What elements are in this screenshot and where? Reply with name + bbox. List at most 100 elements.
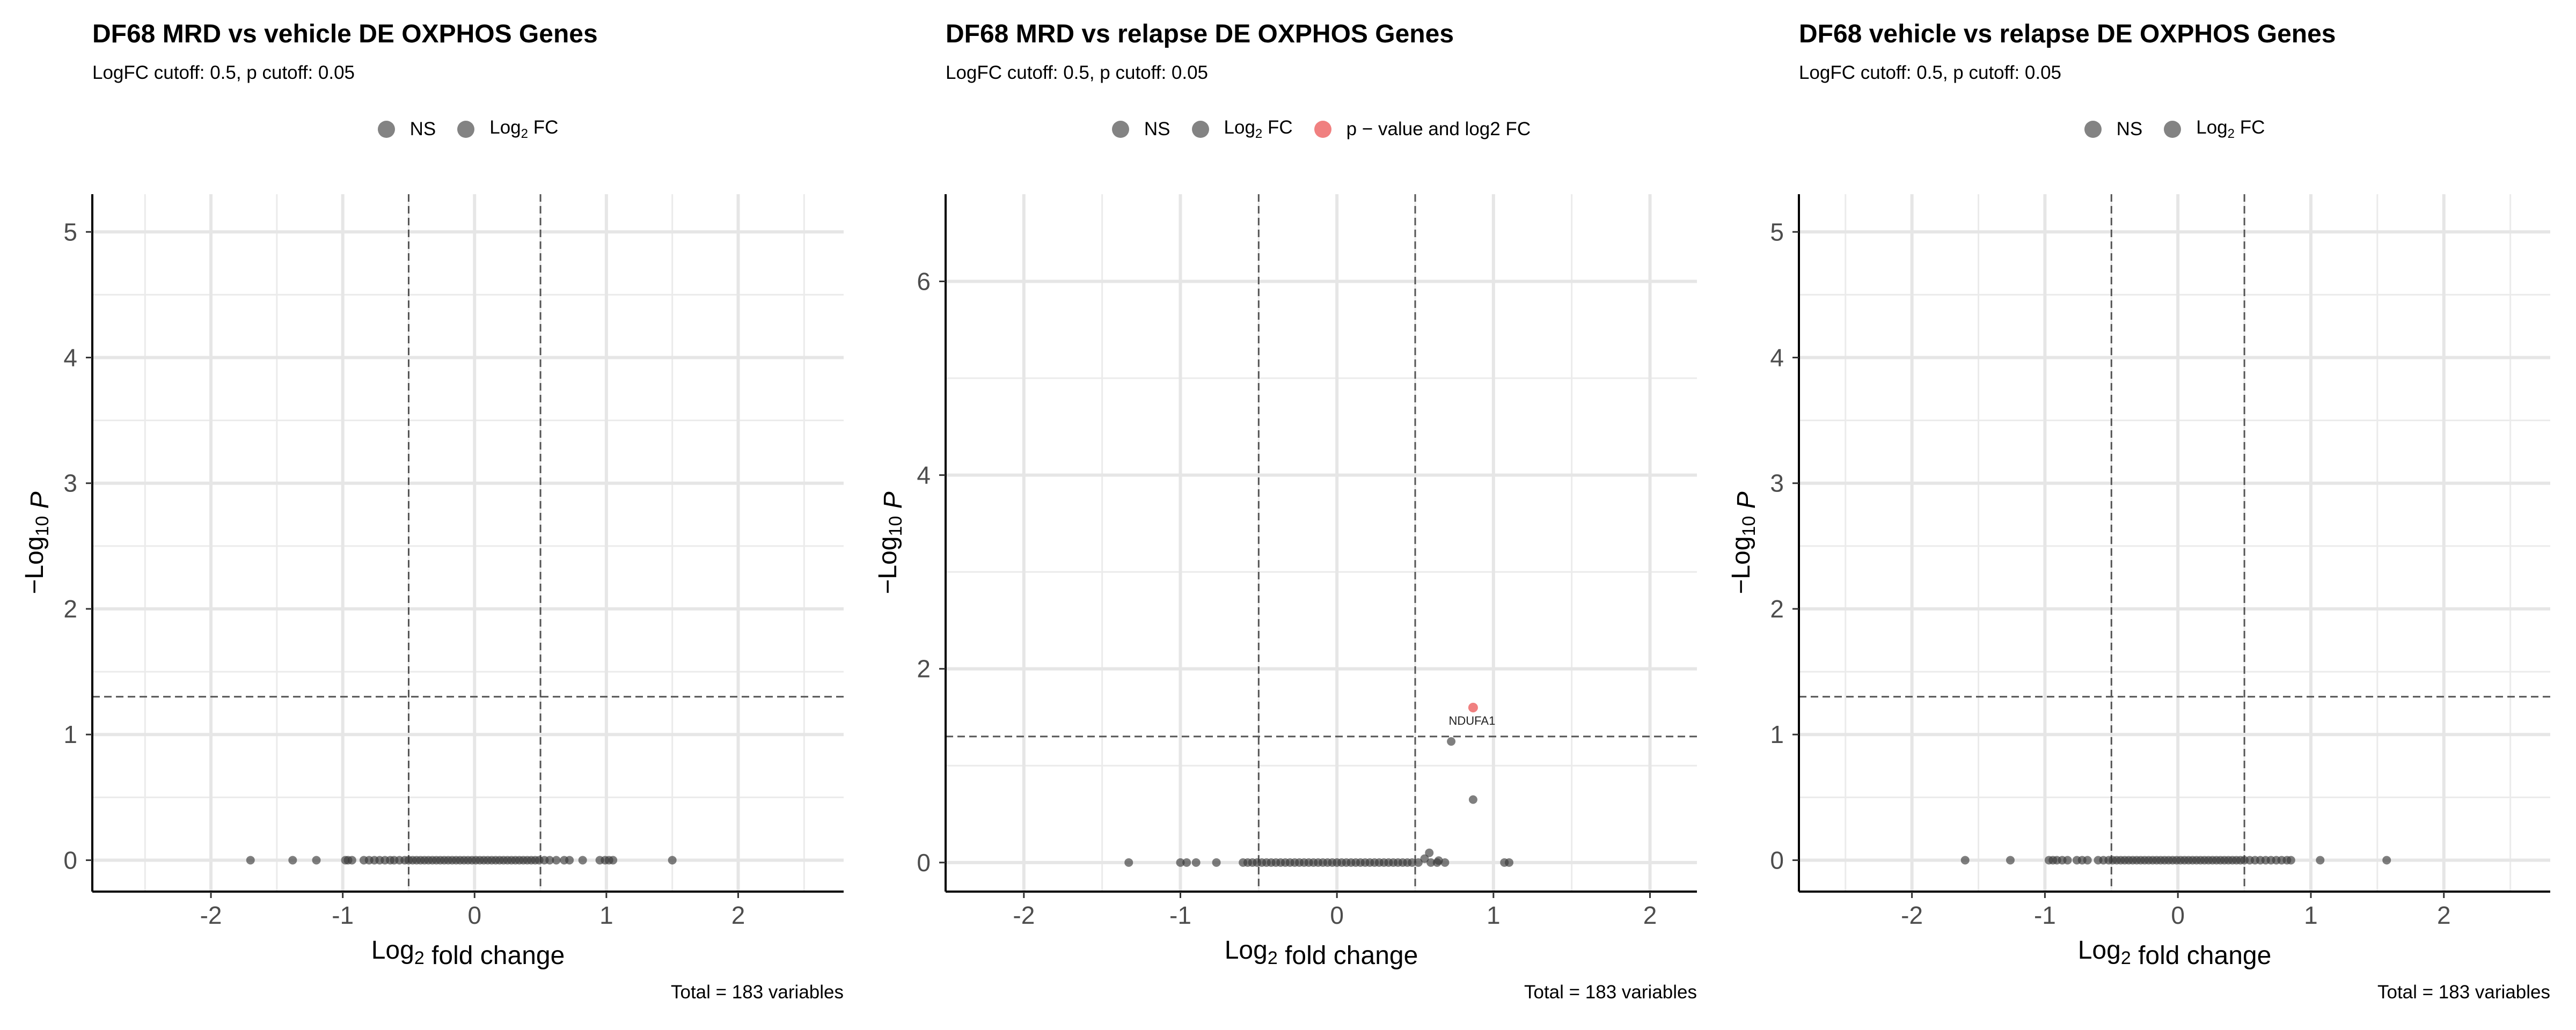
legend-marker-icon xyxy=(2164,121,2182,138)
legend-item: NS xyxy=(377,119,436,140)
data-point xyxy=(1182,858,1191,867)
y-axis-title: −Log10 P xyxy=(20,491,54,594)
y-tick-label: 2 xyxy=(917,655,931,683)
point-label: NDUFA1 xyxy=(1449,714,1496,727)
legend-marker-icon xyxy=(1314,121,1331,138)
y-tick-label: 6 xyxy=(917,268,931,296)
x-tick-label: -1 xyxy=(332,901,354,929)
data-point xyxy=(1408,858,1417,867)
data-point xyxy=(312,856,321,865)
y-tick-label: 0 xyxy=(917,849,931,877)
data-point xyxy=(2063,856,2072,865)
y-tick-label: 3 xyxy=(63,469,77,497)
x-tick-label: 2 xyxy=(2437,901,2451,929)
data-point-significant xyxy=(1468,702,1478,712)
legend-label: Log2 FC xyxy=(489,117,559,141)
data-point xyxy=(1176,858,1185,867)
chart-subtitle: LogFC cutoff: 0.5, p cutoff: 0.05 xyxy=(946,62,1209,83)
y-tick-label: 2 xyxy=(63,595,77,623)
plot-area: -2 -1 0 1 2 0 1 2 3 4 5 Log2 fold change −Log10 P xyxy=(1727,194,2550,970)
chart-title: DF68 vehicle vs relapse DE OXPHOS Genes xyxy=(1799,20,2336,48)
x-tick-label: 2 xyxy=(1643,901,1657,929)
x-tick-label: 1 xyxy=(2304,901,2318,929)
data-point xyxy=(565,856,574,865)
legend-marker-icon xyxy=(1111,121,1129,138)
y-axis-title: −Log10 P xyxy=(874,491,908,594)
y-tick-label: 1 xyxy=(63,720,77,748)
chart-panel-3: DF68 vehicle vs relapse DE OXPHOS Genes L… xyxy=(1707,0,2560,1030)
x-tick-label: -2 xyxy=(200,901,222,929)
data-point xyxy=(1191,858,1201,867)
data-point xyxy=(1212,858,1221,867)
legend-item: Log2 FC xyxy=(2164,117,2265,142)
y-tick-label: 3 xyxy=(1770,469,1784,497)
chart-legend: NS Log2 FC xyxy=(377,117,558,142)
x-tick-label: 0 xyxy=(2171,901,2185,929)
x-tick-label: -1 xyxy=(1169,901,1191,929)
x-tick-label: 1 xyxy=(599,901,613,929)
data-point xyxy=(1960,856,1970,865)
chart-caption: Total = 183 variables xyxy=(1524,982,1697,1003)
data-point xyxy=(545,856,554,865)
data-point xyxy=(578,856,587,865)
y-tick-label: 4 xyxy=(917,461,931,489)
x-tick-label: 0 xyxy=(467,901,481,929)
data-point xyxy=(552,856,561,865)
data-point xyxy=(347,856,356,865)
data-point xyxy=(1420,854,1429,863)
plot-area: NDUFA1 -2 -1 0 1 2 0 2 4 6 Log2 fold change −Log10 … xyxy=(874,194,1697,970)
x-axis-title: Log2 fold change xyxy=(371,936,565,970)
chart-subtitle: LogFC cutoff: 0.5, p cutoff: 0.05 xyxy=(1799,62,2062,83)
data-point xyxy=(1434,856,1443,865)
chart-legend: NS Log2 FC xyxy=(2084,117,2265,142)
data-point xyxy=(2286,856,2295,865)
data-point xyxy=(2083,856,2092,865)
y-tick-label: 4 xyxy=(1770,344,1784,372)
plot-area: -2 -1 0 1 2 0 1 2 3 4 5 Log2 fold change −Log10 P xyxy=(20,194,844,970)
data-point xyxy=(668,856,677,865)
y-tick-label: 4 xyxy=(63,344,77,372)
legend-item: Log2 FC xyxy=(1191,117,1293,142)
legend-label: NS xyxy=(2116,119,2143,139)
data-point xyxy=(246,856,255,865)
data-point xyxy=(1468,795,1477,804)
y-tick-label: 5 xyxy=(1770,218,1784,246)
x-tick-label: -1 xyxy=(2034,901,2056,929)
legend-label: p − value and log2 FC xyxy=(1346,119,1531,139)
data-point xyxy=(2006,856,2015,865)
chart-caption: Total = 183 variables xyxy=(2377,982,2550,1003)
legend-label: NS xyxy=(409,119,436,139)
x-tick-label: 1 xyxy=(1487,901,1501,929)
data-point xyxy=(1124,858,1133,867)
x-tick-label: 2 xyxy=(731,901,745,929)
data-point xyxy=(1414,858,1423,867)
x-tick-label: -2 xyxy=(1013,901,1035,929)
data-point xyxy=(2382,856,2391,865)
chart-caption: Total = 183 variables xyxy=(670,982,844,1003)
legend-marker-icon xyxy=(1191,121,1209,138)
x-tick-label: 0 xyxy=(1330,901,1344,929)
x-axis-title: Log2 fold change xyxy=(2078,936,2272,970)
data-point xyxy=(609,856,618,865)
chart-panel-1: DF68 MRD vs vehicle DE OXPHOS Genes LogFC… xyxy=(0,0,853,1030)
legend-label: NS xyxy=(1144,119,1170,139)
legend-item: Log2 FC xyxy=(457,117,558,142)
legend-label: Log2 FC xyxy=(1224,117,1293,141)
chart-subtitle: LogFC cutoff: 0.5, p cutoff: 0.05 xyxy=(92,62,355,83)
data-point xyxy=(288,856,297,865)
x-tick-label: -2 xyxy=(1901,901,1923,929)
legend-label: Log2 FC xyxy=(2196,117,2265,141)
x-axis-title: Log2 fold change xyxy=(1225,936,1418,970)
data-point xyxy=(1447,737,1456,746)
data-point xyxy=(1505,858,1513,867)
chart-title: DF68 MRD vs relapse DE OXPHOS Genes xyxy=(946,20,1454,48)
legend-item: NS xyxy=(2084,119,2143,140)
data-point xyxy=(1426,858,1436,867)
y-tick-label: 0 xyxy=(63,846,77,874)
y-tick-label: 2 xyxy=(1770,595,1784,623)
data-point xyxy=(1425,848,1434,857)
chart-panel-2: DF68 MRD vs relapse DE OXPHOS Genes LogFC… xyxy=(853,0,1707,1030)
y-axis-title: −Log10 P xyxy=(1727,491,1761,594)
legend-item: NS xyxy=(1111,119,1170,140)
data-point xyxy=(2316,856,2325,865)
